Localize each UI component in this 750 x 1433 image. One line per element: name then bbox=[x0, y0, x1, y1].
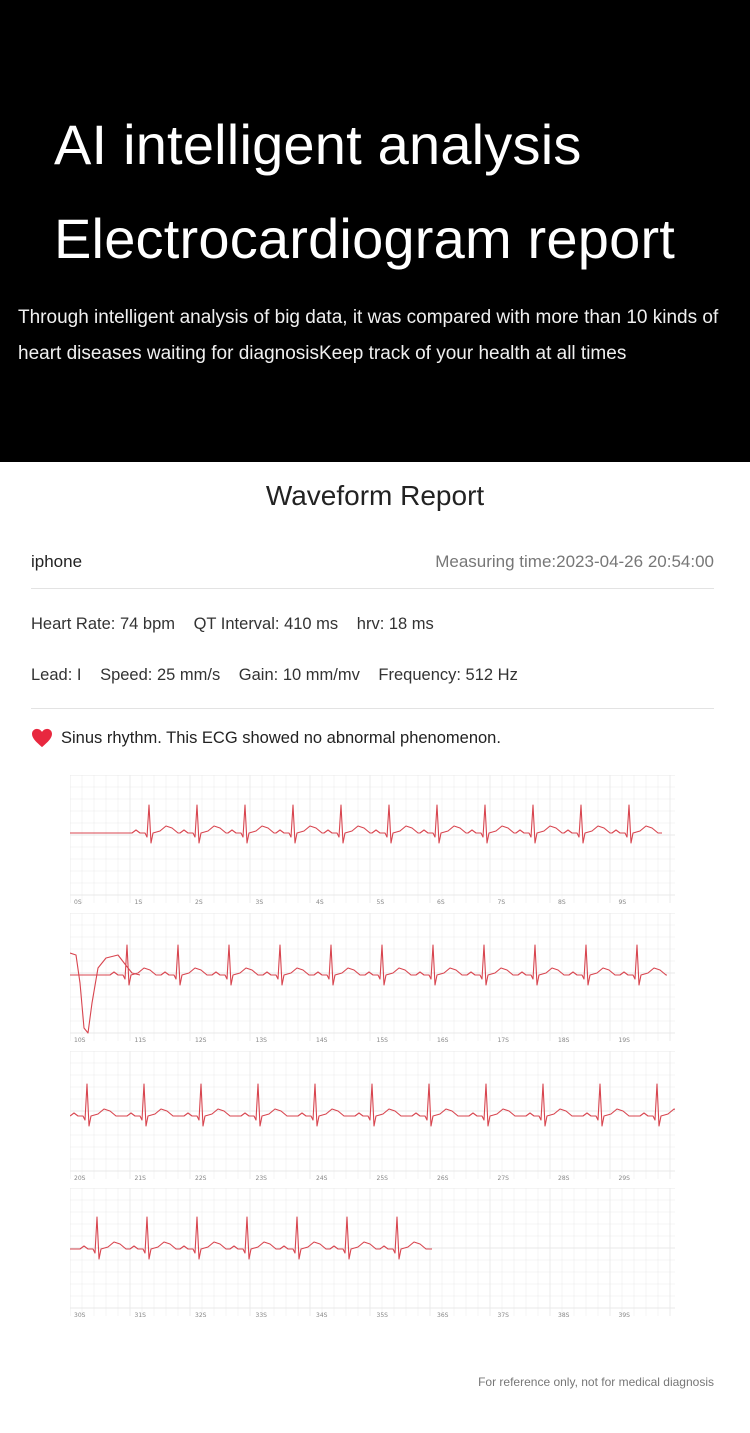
time-tick-label: 16S bbox=[437, 1037, 449, 1044]
time-tick-label: 25S bbox=[376, 1175, 388, 1182]
time-tick-label: 11S bbox=[134, 1037, 146, 1044]
time-tick-label: 21S bbox=[134, 1175, 146, 1182]
time-tick-label: 5S bbox=[376, 899, 385, 906]
divider bbox=[31, 588, 714, 589]
device-name: iphone bbox=[31, 552, 83, 571]
ecg-strip-svg bbox=[70, 913, 675, 1041]
time-tick-label: 0S bbox=[74, 899, 82, 906]
time-tick-label: 22S bbox=[195, 1175, 207, 1182]
time-tick-label: 31S bbox=[134, 1312, 146, 1319]
hero-description: Through intelligent analysis of big data… bbox=[18, 307, 719, 364]
time-tick-label: 9S bbox=[618, 899, 627, 906]
gain: Gain: 10 mm/mv bbox=[238, 666, 360, 684]
time-tick-label: 37S bbox=[497, 1312, 509, 1319]
ecg-strip-svg bbox=[70, 1188, 675, 1316]
metrics-row-1: Heart Rate: 74 bpm QT Interval: 410 ms h… bbox=[31, 615, 448, 634]
diagnosis-result: Sinus rhythm. This ECG showed no abnorma… bbox=[61, 729, 501, 747]
ecg-trace bbox=[70, 804, 662, 844]
ecg-trace bbox=[70, 944, 667, 1034]
frequency: Frequency: 512 Hz bbox=[378, 666, 518, 684]
hrv: hrv: 18 ms bbox=[356, 615, 434, 633]
time-tick-label: 34S bbox=[316, 1312, 328, 1319]
ecg-strip bbox=[70, 775, 675, 903]
hero-title-line1: AI intelligent analysis bbox=[54, 113, 582, 176]
time-tick-label: 10S bbox=[74, 1037, 86, 1044]
time-tick-label: 6S bbox=[437, 899, 445, 906]
time-tick-label: 33S bbox=[255, 1312, 267, 1319]
time-tick-label: 19S bbox=[618, 1037, 630, 1044]
time-tick-label: 1S bbox=[134, 899, 143, 906]
time-axis: 30S 31S 32S 33S 34S 35S 36S 37S 38S 39S bbox=[70, 1312, 675, 1322]
time-tick-label: 7S bbox=[497, 899, 506, 906]
time-tick-label: 30S bbox=[74, 1312, 86, 1319]
time-tick-label: 23S bbox=[255, 1175, 267, 1182]
measuring-time: Measuring time:2023-04-26 20:54:00 bbox=[435, 552, 714, 571]
time-tick-label: 35S bbox=[376, 1312, 388, 1319]
time-tick-label: 36S bbox=[437, 1312, 449, 1319]
speed: Speed: 25 mm/s bbox=[100, 666, 221, 684]
time-tick-label: 15S bbox=[376, 1037, 388, 1044]
heart-rate: Heart Rate: 74 bpm bbox=[31, 615, 175, 633]
ecg-trace bbox=[70, 1216, 432, 1260]
time-tick-label: 14S bbox=[316, 1037, 328, 1044]
time-tick-label: 3S bbox=[255, 899, 264, 906]
time-axis: 10S 11S 12S 13S 14S 15S 16S 17S 18S 19S bbox=[70, 1037, 675, 1047]
time-tick-label: 32S bbox=[195, 1312, 207, 1319]
time-tick-label: 26S bbox=[437, 1175, 449, 1182]
time-tick-label: 17S bbox=[497, 1037, 509, 1044]
time-axis: 0S 1S 2S 3S 4S 5S 6S 7S 8S 9S bbox=[70, 899, 675, 909]
disclaimer: For reference only, not for medical diag… bbox=[478, 1375, 714, 1389]
time-tick-label: 38S bbox=[558, 1312, 570, 1319]
heart-icon bbox=[32, 728, 52, 748]
time-tick-label: 18S bbox=[558, 1037, 570, 1044]
hero-title-line2: Electrocardiogram report bbox=[54, 207, 676, 270]
lead: Lead: I bbox=[31, 666, 82, 684]
time-tick-label: 20S bbox=[74, 1175, 86, 1182]
time-tick-label: 29S bbox=[618, 1175, 630, 1182]
hero-banner: AI intelligent analysis Electrocardiogra… bbox=[0, 0, 750, 462]
ecg-strip bbox=[70, 1188, 675, 1316]
divider bbox=[31, 708, 714, 709]
time-tick-label: 4S bbox=[316, 899, 324, 906]
report-title: Waveform Report bbox=[265, 480, 485, 511]
time-tick-label: 8S bbox=[558, 899, 566, 906]
ecg-strip bbox=[70, 913, 675, 1041]
time-tick-label: 39S bbox=[618, 1312, 630, 1319]
ecg-strip bbox=[70, 1051, 675, 1179]
time-tick-label: 13S bbox=[255, 1037, 267, 1044]
waveform-report: Waveform Report iphone Measuring time:20… bbox=[0, 462, 750, 1433]
ecg-trace bbox=[70, 1083, 675, 1127]
ecg-strip-svg bbox=[70, 775, 675, 903]
qt-interval: QT Interval: 410 ms bbox=[193, 615, 339, 633]
time-tick-label: 27S bbox=[497, 1175, 509, 1182]
time-tick-label: 28S bbox=[558, 1175, 570, 1182]
time-tick-label: 24S bbox=[316, 1175, 328, 1182]
ecg-strip-svg bbox=[70, 1051, 675, 1179]
time-tick-label: 2S bbox=[195, 899, 203, 906]
metrics-row-2: Lead: I Speed: 25 mm/s Gain: 10 mm/mv Fr… bbox=[31, 666, 532, 685]
time-tick-label: 12S bbox=[195, 1037, 207, 1044]
time-axis: 20S 21S 22S 23S 24S 25S 26S 27S 28S 29S bbox=[70, 1175, 675, 1185]
